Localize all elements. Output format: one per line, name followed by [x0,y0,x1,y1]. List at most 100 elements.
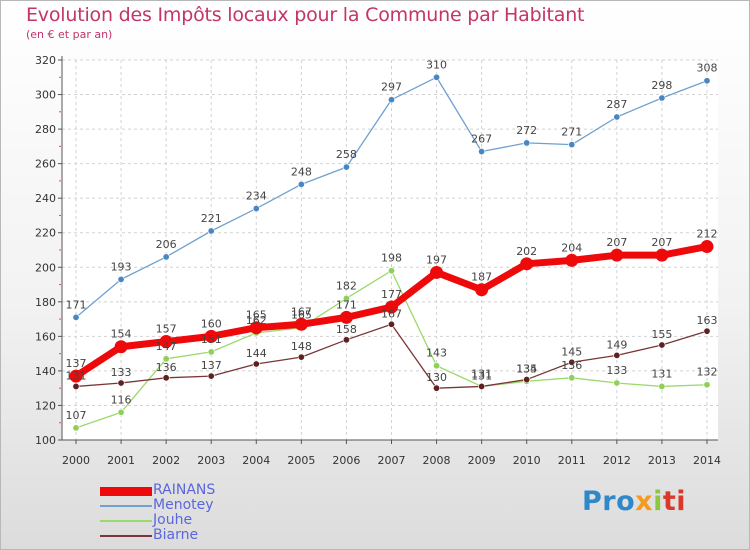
data-label-rainans: 171 [336,298,357,311]
data-label-rainans: 154 [111,328,132,341]
chart-title: Evolution des Impôts locaux pour la Comm… [26,4,585,26]
data-point-jouhe [117,408,125,416]
x-tick-label: 2006 [332,454,360,467]
data-point-biarne [297,353,305,361]
data-point-jouhe [342,294,350,302]
legend-item-menotey: Menotey [100,497,300,514]
data-label-jouhe: 116 [111,393,132,406]
data-point-rainans [69,369,83,383]
data-point-rainans [475,283,489,297]
legend-swatch-rainans [100,487,152,496]
x-tick-label: 2014 [693,454,721,467]
data-point-jouhe [433,362,441,370]
x-tick-label: 2004 [242,454,270,467]
data-point-biarne [207,372,215,380]
data-label-jouhe: 133 [606,364,627,377]
data-point-menotey [568,141,576,149]
x-tick-label: 2003 [197,454,225,467]
data-point-biarne [478,382,486,390]
x-tick-label: 2010 [513,454,541,467]
data-label-biarne: 148 [291,340,312,353]
data-point-menotey [72,313,80,321]
data-label-menotey: 272 [516,124,537,137]
data-point-jouhe [162,355,170,363]
data-point-rainans [430,265,444,279]
x-tick-label: 2001 [107,454,135,467]
y-tick-label: 220 [35,227,56,240]
legend-swatch-biarne [100,535,152,537]
data-label-biarne: 136 [156,361,177,374]
data-point-biarne [252,360,260,368]
data-label-jouhe: 136 [561,359,582,372]
data-point-rainans [384,300,398,314]
data-point-menotey [613,113,621,121]
data-point-menotey [117,275,125,283]
data-point-biarne [342,336,350,344]
data-point-biarne [433,384,441,392]
data-point-jouhe [658,382,666,390]
x-tick-label: 2000 [62,454,90,467]
data-label-menotey: 271 [561,126,582,139]
data-label-jouhe: 107 [66,409,87,422]
data-label-rainans: 204 [561,241,582,254]
legend-item-rainans: RAINANS [100,482,300,499]
legend-item-jouhe: Jouhe [100,512,300,529]
data-point-menotey [478,148,486,156]
data-point-biarne [613,351,621,359]
data-label-biarne: 133 [111,366,132,379]
data-point-menotey [342,163,350,171]
data-label-biarne: 131 [66,369,87,382]
data-point-rainans [294,317,308,331]
data-point-menotey [433,73,441,81]
y-tick-label: 260 [35,158,56,171]
data-label-rainans: 202 [516,245,537,258]
data-label-menotey: 297 [381,81,402,94]
data-label-rainans: 157 [156,323,177,336]
data-point-biarne [568,358,576,366]
data-label-jouhe: 131 [471,367,492,380]
data-label-menotey: 171 [66,298,87,311]
data-point-menotey [207,227,215,235]
data-label-menotey: 193 [111,260,132,273]
data-point-menotey [297,180,305,188]
x-tick-label: 2011 [558,454,586,467]
data-label-menotey: 287 [606,98,627,111]
legend-swatch-jouhe [100,520,152,522]
data-label-rainans: 207 [651,236,672,249]
data-label-rainans: 165 [246,309,267,322]
data-point-rainans [339,310,353,324]
x-tick-label: 2013 [648,454,676,467]
logo-part-2: x [635,486,654,517]
y-tick-label: 280 [35,123,56,136]
data-label-menotey: 298 [651,79,672,92]
data-point-menotey [703,77,711,85]
data-point-jouhe [703,381,711,389]
data-point-rainans [655,248,669,262]
data-label-menotey: 267 [471,133,492,146]
data-point-rainans [159,335,173,349]
data-label-biarne: 155 [651,328,672,341]
data-point-menotey [658,94,666,102]
data-point-jouhe [207,348,215,356]
legend-label-biarne: Biarne [153,527,199,543]
x-tick-label: 2007 [377,454,405,467]
y-tick-label: 140 [35,365,56,378]
data-point-jouhe [387,267,395,275]
y-tick-label: 200 [35,261,56,274]
logo-part-3: i [653,486,663,517]
data-label-biarne: 167 [381,307,402,320]
x-tick-label: 2012 [603,454,631,467]
data-label-biarne: 137 [201,359,222,372]
legend-label-menotey: Menotey [153,497,214,513]
data-label-jouhe: 198 [381,252,402,265]
legend-label-jouhe: Jouhe [153,512,193,528]
data-label-biarne: 144 [246,347,267,360]
data-label-jouhe: 132 [696,366,717,379]
data-label-rainans: 177 [381,288,402,301]
x-tick-label: 2008 [423,454,451,467]
proxiti-logo: Proxiti [582,486,686,517]
data-label-rainans: 167 [291,305,312,318]
data-point-biarne [387,320,395,328]
data-point-menotey [387,96,395,104]
data-label-menotey: 308 [696,62,717,75]
